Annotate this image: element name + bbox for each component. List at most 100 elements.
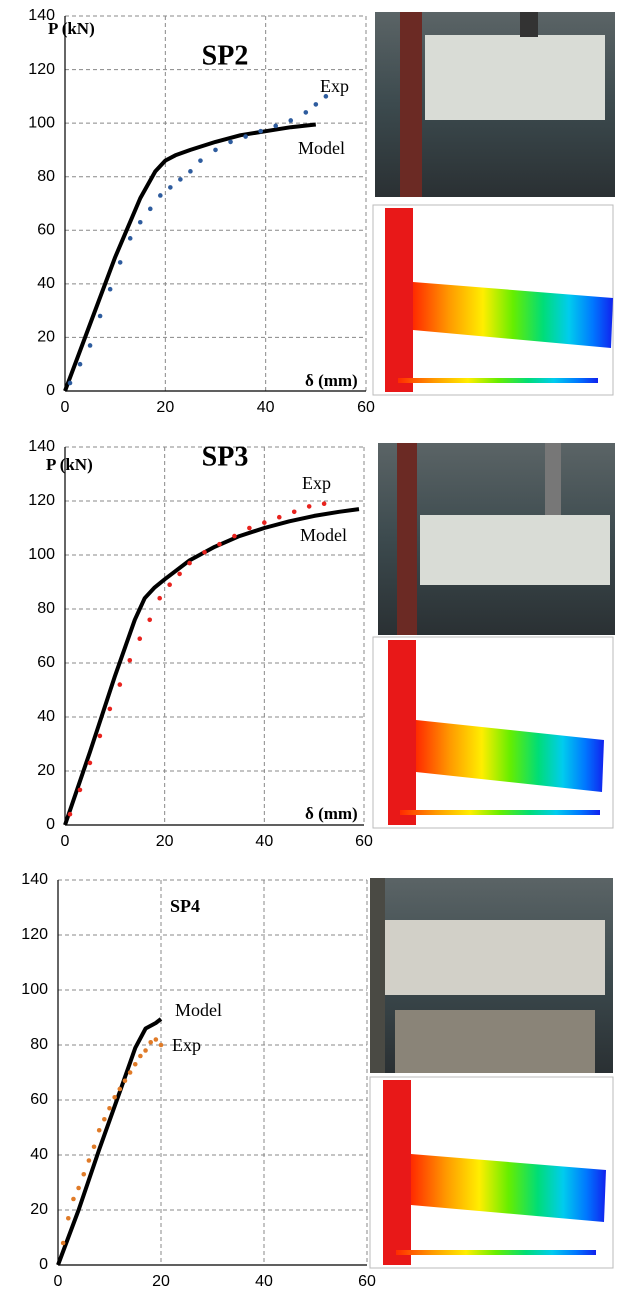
specimen-photo xyxy=(378,443,615,635)
exp-point xyxy=(262,520,267,525)
exp-point xyxy=(178,177,183,182)
chart-title: SP3 xyxy=(202,441,249,472)
exp-point xyxy=(147,617,153,623)
exp-point xyxy=(138,1053,143,1059)
model-curve xyxy=(63,507,360,826)
x-axis-label: δ (mm) xyxy=(305,804,358,823)
y-tick-label: 100 xyxy=(21,981,48,998)
y-tick-label: 20 xyxy=(37,762,55,779)
exp-point xyxy=(213,147,218,153)
exp-point xyxy=(107,286,113,292)
exp-point xyxy=(177,571,182,577)
exp-point xyxy=(77,361,83,367)
model-curve xyxy=(56,1017,163,1266)
exp-point xyxy=(288,118,294,123)
x-tick-label: 40 xyxy=(257,399,275,416)
x-tick-label: 60 xyxy=(355,833,373,850)
exp-point xyxy=(167,582,172,587)
exp-point xyxy=(60,1240,66,1246)
y-tick-label: 140 xyxy=(28,438,55,455)
x-tick-label: 20 xyxy=(156,399,174,416)
series-label: Model xyxy=(298,138,345,158)
exp-point xyxy=(306,504,312,509)
photos xyxy=(369,12,615,1269)
y-tick-label: 100 xyxy=(28,546,55,563)
specimen-photo xyxy=(375,12,615,197)
exp-point xyxy=(127,658,133,663)
x-tick-label: 0 xyxy=(61,833,70,850)
chart-title: SP4 xyxy=(170,896,200,916)
chart: 0 20 40 60 80 100 120 140 0 20 40 60 SP2 P (kN) δ (mm)… xyxy=(28,7,375,416)
x-axis-label: δ (mm) xyxy=(305,371,358,390)
exp-point xyxy=(87,760,93,766)
series-label: Model xyxy=(175,1000,222,1020)
exp-point xyxy=(232,533,237,539)
exp-point xyxy=(117,1086,123,1092)
exp-point xyxy=(132,1061,138,1067)
y-tick-label: 0 xyxy=(46,816,55,833)
y-tick-label: 120 xyxy=(21,926,48,943)
exp-point xyxy=(147,206,153,212)
exp-point xyxy=(148,1039,153,1045)
exp-point xyxy=(243,134,248,139)
y-tick-label: 120 xyxy=(28,61,55,78)
exp-point xyxy=(137,219,143,225)
specimen-photo xyxy=(370,878,613,1073)
y-tick-label: 80 xyxy=(30,1036,48,1053)
exp-point xyxy=(157,595,162,601)
x-tick-label: 20 xyxy=(152,1273,170,1290)
y-tick-label: 80 xyxy=(37,168,55,185)
exp-point xyxy=(117,260,123,265)
exp-point xyxy=(112,1094,117,1100)
x-tick-label: 20 xyxy=(156,833,174,850)
exp-point xyxy=(187,560,192,566)
exp-point xyxy=(97,313,103,319)
y-tick-label: 100 xyxy=(28,114,55,131)
exp-point xyxy=(96,1127,102,1133)
exp-point xyxy=(202,550,207,555)
series-label: Model xyxy=(300,525,347,545)
y-tick-label: 60 xyxy=(37,222,55,239)
series-label: Exp xyxy=(302,473,331,493)
exp-point xyxy=(258,128,263,134)
fea-model xyxy=(372,636,614,829)
x-tick-label: 0 xyxy=(54,1273,63,1290)
y-axis-label: P (kN) xyxy=(48,19,95,38)
exp-point xyxy=(66,1215,71,1221)
x-tick-label: 40 xyxy=(255,1273,273,1290)
exp-point xyxy=(107,1105,112,1111)
exp-point xyxy=(321,501,327,507)
exp-point xyxy=(122,1078,128,1084)
exp-point xyxy=(107,706,113,712)
y-tick-label: 120 xyxy=(28,492,55,509)
y-tick-label: 0 xyxy=(39,1256,48,1273)
exp-point xyxy=(323,94,329,99)
exp-point xyxy=(198,158,203,163)
exp-point xyxy=(303,110,309,115)
exp-point xyxy=(117,682,123,687)
exp-point xyxy=(67,380,73,386)
x-tick-label: 60 xyxy=(357,399,375,416)
exp-point xyxy=(87,343,93,348)
exp-point xyxy=(291,509,297,515)
exp-point xyxy=(158,1042,164,1048)
exp-point xyxy=(127,236,133,241)
exp-point xyxy=(247,525,252,531)
fea-model xyxy=(369,1076,614,1269)
chart: 0 20 40 60 80 100 120 140 0 20 40 60 SP3 P (kN) δ (mm)… xyxy=(28,438,373,850)
y-tick-label: 80 xyxy=(37,600,55,617)
exp-point xyxy=(97,733,103,739)
exp-point xyxy=(67,811,73,817)
exp-point xyxy=(168,185,173,190)
exp-point xyxy=(313,102,319,107)
y-tick-label: 0 xyxy=(46,382,55,399)
exp-point xyxy=(81,1171,87,1177)
exp-point xyxy=(158,193,163,198)
y-tick-label: 60 xyxy=(37,654,55,671)
y-tick-label: 60 xyxy=(30,1091,48,1108)
y-tick-label: 140 xyxy=(21,871,48,888)
model-curve xyxy=(63,122,317,392)
exp-point xyxy=(91,1144,97,1150)
fea-model xyxy=(372,204,614,396)
